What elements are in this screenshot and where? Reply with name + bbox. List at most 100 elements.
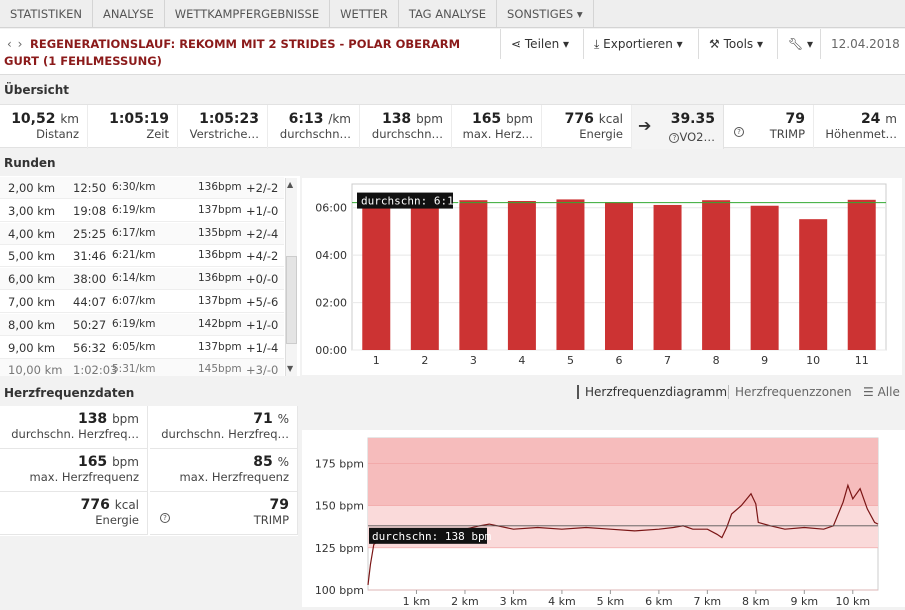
tab-hr-zones[interactable]: Herzfrequenzzonen (728, 385, 852, 399)
lap-elevation: +4/-2 (246, 249, 279, 264)
lap-row[interactable]: 10,00 km 1:02:03 5:31/km 145bpm +3/-0 (0, 359, 284, 376)
lap-pace: 6:19/km (112, 317, 156, 330)
share-button[interactable]: ⋖ Teilen ▾ (500, 29, 579, 59)
nav-tag-analyse[interactable]: TAG ANALYSE (399, 0, 498, 28)
stat-label: max. Herz… (462, 127, 533, 141)
stat-unit: % (277, 412, 289, 426)
lap-row[interactable]: 5,00 km 31:46 6:21/km 136bpm +4/-2 (0, 245, 284, 268)
stat-label: Distanz (36, 127, 79, 141)
average-label-bg (369, 527, 487, 544)
lap-row[interactable]: 4,00 km 25:25 6:17/km 135bpm +2/-4 (0, 222, 284, 245)
stat-value: 776 (80, 497, 110, 513)
stat-value: 165 (471, 111, 502, 127)
lap-bar (653, 204, 682, 350)
x-tick-label: 1 km (403, 595, 431, 607)
x-tick-label: 3 km (500, 595, 528, 607)
scroll-thumb[interactable] (286, 256, 297, 344)
stat-label: Energie (579, 127, 623, 141)
hr-chart: 100 bpm 125 bpm 150 bpm 175 bpm 1 km 2 km 3 km… (302, 430, 905, 608)
share-icon: ⋖ (511, 37, 522, 51)
lap-time: 19:08 (73, 203, 107, 218)
lap-pace: 6:07/km (112, 295, 156, 307)
lap-row[interactable]: 2,00 km 12:50 6:30/km 136bpm +2/-2 (0, 177, 284, 199)
lap-pace: 6:05/km (112, 340, 156, 353)
stat-label: durchschn. Herzfreq… (161, 427, 289, 441)
x-tick-label: 6 km (645, 595, 673, 607)
nav-wettkampfergebnisse[interactable]: WETTKAMPFERGEBNISSE (165, 0, 331, 28)
stat-label: VO2… (679, 130, 715, 144)
y-tick-label: 00:00 (315, 344, 347, 357)
laps-list: 2,00 km 12:50 6:30/km 136bpm +2/-2 3,00 km 19:… (0, 176, 300, 376)
hr-zone-high (368, 438, 878, 506)
lap-time: 25:25 (73, 226, 107, 241)
x-tick-label: 11 (855, 354, 869, 367)
x-tick-label: 5 km (597, 595, 625, 607)
chevron-left-icon[interactable]: ‹ (7, 37, 13, 51)
stat-label: TRIMP (253, 513, 289, 527)
stat-unit: bpm (112, 412, 139, 426)
lap-hr: 136bpm (198, 181, 242, 193)
all-toggle[interactable]: ☰ Alle (863, 385, 900, 399)
average-label: durchschn: 6:13 (361, 195, 460, 208)
nav-statistiken[interactable]: STATISTIKEN (0, 0, 93, 28)
overview-stats: 10,52 km Distanz 1:05:19 Zeit 1:05:23 Verst… (0, 104, 905, 149)
lap-bar (507, 200, 536, 350)
stat-unit: kcal (114, 498, 139, 512)
hr-chart-svg: 100 bpm 125 bpm 150 bpm 175 bpm 1 km 2 km 3 km… (315, 437, 879, 608)
x-tick-label: 5 (567, 354, 574, 367)
help-icon[interactable]: ? (160, 513, 170, 523)
stat-value: 85 (253, 454, 273, 470)
tools-label: Tools (723, 37, 754, 51)
lap-row[interactable]: 6,00 km 38:00 6:14/km 136bpm +0/-0 (0, 268, 284, 291)
prev-next-arrows[interactable]: ‹ › (7, 37, 23, 51)
lap-bar (847, 199, 876, 350)
lap-bar (410, 195, 439, 350)
stat-value: 71 (253, 411, 273, 427)
settings-button[interactable]: 🔧︎ ▾ (777, 29, 823, 59)
scroll-up-icon[interactable]: ▲ (287, 180, 294, 189)
help-icon[interactable]: ? (669, 132, 680, 143)
x-tick-label: 8 km (742, 595, 770, 607)
stat-label: Höhenmet… (825, 127, 897, 141)
menu-icon: ☰ (863, 385, 874, 399)
stat-unit: kcal (598, 112, 623, 126)
lap-hr: 136bpm (198, 272, 242, 285)
lap-row[interactable]: 8,00 km 50:27 6:19/km 142bpm +1/-0 (0, 313, 284, 336)
nav-analyse[interactable]: ANALYSE (93, 0, 165, 28)
lap-bar (556, 199, 585, 350)
lap-row[interactable]: 3,00 km 19:08 6:19/km 137bpm +1/-0 (0, 200, 284, 222)
scroll-down-icon[interactable]: ▼ (287, 364, 294, 373)
export-button[interactable]: ⤓ Exportieren ▾ (583, 29, 693, 59)
overview-heading: Übersicht (4, 83, 70, 97)
hr-stat-trimp: 79? TRIMP (150, 492, 298, 535)
x-tick-label: 7 (664, 354, 671, 367)
stat-label: TRIMP (769, 127, 805, 141)
lap-elevation: +0/-0 (246, 272, 279, 287)
lap-distance: 9,00 km (8, 340, 56, 355)
wrench-icon: 🔧︎ (788, 37, 804, 51)
tab-hr-diagram[interactable]: Herzfrequenzdiagramm (577, 385, 727, 399)
tools-button[interactable]: ⚒ Tools ▾ (698, 29, 773, 59)
help-icon[interactable]: ? (734, 127, 744, 137)
lap-hr: 136bpm (198, 249, 242, 262)
lap-row[interactable]: 7,00 km 44:07 6:07/km 137bpm +5/-6 (0, 291, 284, 313)
lap-row[interactable]: 9,00 km 56:32 6:05/km 137bpm +1/-4 (0, 337, 284, 359)
lap-distance: 7,00 km (8, 295, 56, 309)
export-label: Exportieren (603, 37, 673, 51)
stat-value: 79 (785, 111, 805, 127)
stat-value: 1:05:23 (199, 111, 259, 127)
activity-date: 12.04.2018 (820, 29, 905, 59)
laps-scrollbar[interactable]: ▲ ▼ (285, 178, 297, 376)
chevron-down-icon: ▾ (576, 7, 583, 21)
lap-elevation: +1/-0 (246, 317, 279, 332)
nav-sonstiges[interactable]: SONSTIGES ▾ (497, 0, 594, 28)
stat-value: 138 (381, 111, 412, 127)
x-tick-label: 1 (373, 354, 380, 367)
all-label: Alle (877, 385, 900, 399)
stat-vo2[interactable]: ➔ 39.35 ? VO2… (632, 105, 724, 149)
top-nav: STATISTIKEN ANALYSE WETTKAMPFERGEBNISSE … (0, 0, 905, 28)
average-label: durchschn: 138 bpm (372, 530, 492, 543)
lap-time: 44:07 (73, 295, 107, 309)
chevron-right-icon[interactable]: › (17, 37, 24, 51)
nav-wetter[interactable]: WETTER (330, 0, 399, 28)
